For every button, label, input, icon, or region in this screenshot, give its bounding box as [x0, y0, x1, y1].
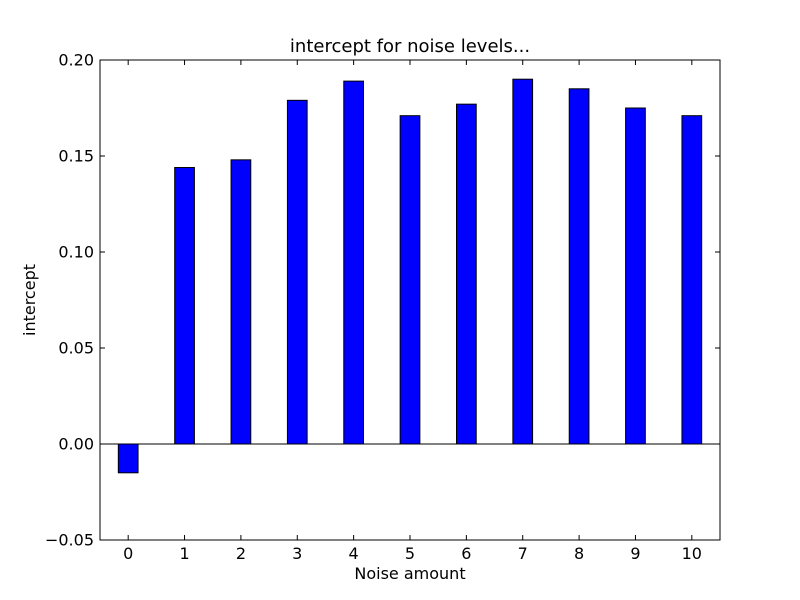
bar-6	[456, 103, 477, 445]
y-tick-label: 0.15	[58, 147, 94, 166]
x-tick-label: 7	[518, 544, 528, 563]
x-tick-label: 10	[682, 544, 702, 563]
bar-3	[286, 99, 308, 445]
y-tick-label: 0.20	[58, 51, 94, 70]
x-axis-label: Noise amount	[354, 564, 465, 583]
chart-title: intercept for noise levels...	[290, 36, 530, 57]
y-tick-label: 0.10	[58, 243, 94, 262]
x-tick-label: 8	[574, 544, 584, 563]
plot-frame	[99, 59, 721, 541]
bar-5	[399, 115, 421, 445]
x-tick-label: 3	[292, 544, 302, 563]
bars-group	[117, 78, 703, 474]
x-tick-label: 4	[349, 544, 359, 563]
x-tick-label: 2	[236, 544, 246, 563]
bar-9	[625, 107, 646, 445]
y-tick-label: −0.05	[45, 531, 94, 550]
x-tick-label: 6	[461, 544, 471, 563]
y-axis-label: intercept	[20, 264, 39, 336]
bar-4	[343, 80, 364, 445]
bar-7	[512, 78, 534, 445]
x-tick-label: 0	[123, 544, 133, 563]
bar-8	[568, 88, 590, 445]
bar-0	[117, 443, 139, 474]
bar-2	[230, 159, 252, 445]
y-tick-label: 0.00	[58, 435, 94, 454]
bar-10	[681, 115, 703, 445]
x-tick-label: 5	[405, 544, 415, 563]
tick-labels-group: −0.05 0.00 0.05 0.10 0.15 0.20 0 1 2 3 4 5 6 7 8 9 10	[45, 51, 702, 564]
bar-1	[174, 167, 195, 445]
x-tick-label: 9	[630, 544, 640, 563]
x-tick-label: 1	[179, 544, 189, 563]
y-tick-label: 0.05	[58, 339, 94, 358]
